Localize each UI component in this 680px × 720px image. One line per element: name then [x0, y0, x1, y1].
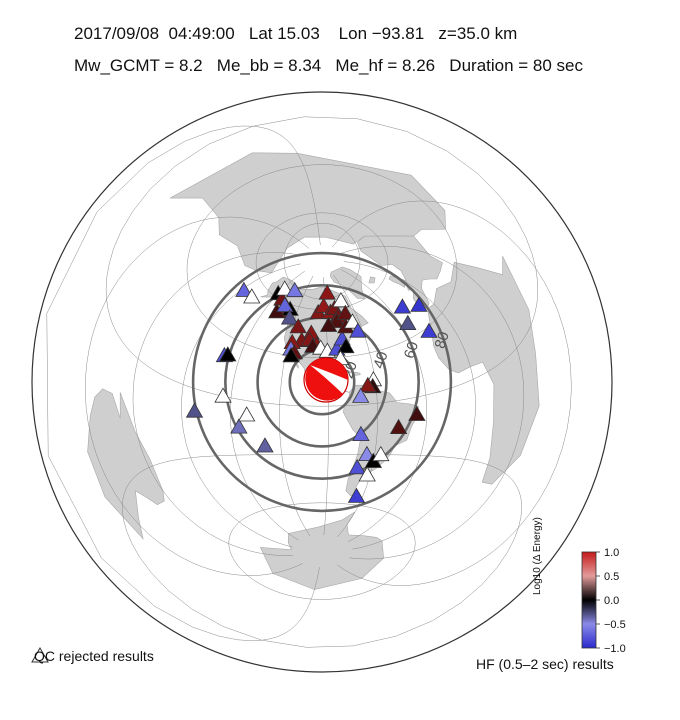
station-triangle [372, 445, 390, 462]
station-triangle [185, 402, 204, 418]
meridian-line [230, 270, 305, 541]
meridian-line [323, 277, 329, 536]
station-triangle [214, 387, 232, 403]
colorbar-tick-label: 1.0 [604, 547, 619, 559]
station-triangle [238, 406, 256, 422]
ring-60 [224, 284, 420, 480]
station-triangle [349, 322, 367, 338]
station-triangle [235, 281, 253, 297]
station-triangle [389, 418, 408, 435]
ring-label-60: 60 [401, 340, 422, 361]
event-info-line: 2017/09/08 04:49:00 Lat 15.03 Lon −93.81… [74, 24, 518, 43]
colorbar-tick-label: −0.5 [604, 619, 626, 631]
ring-80 [191, 251, 453, 513]
landmass-8 [87, 388, 165, 540]
station-triangle [352, 425, 370, 442]
colorbar-tick-label: 0.0 [604, 595, 619, 607]
station-triangle [343, 313, 362, 329]
meridian-line [46, 125, 321, 641]
station-triangle [318, 284, 336, 300]
station-triangle [280, 309, 299, 325]
ring-label-40: 40 [370, 350, 391, 371]
station-triangle [358, 466, 376, 482]
colorbar-title: Log10 (Δ Energy) [532, 517, 543, 595]
magnitude-info-line: Mw_GCMT = 8.2 Me_bb = 8.34 Me_hf = 8.26 … [74, 56, 584, 75]
station-triangle [219, 346, 237, 362]
beachball-compression-2 [310, 358, 348, 380]
station-triangle [393, 298, 412, 314]
station-triangle [359, 376, 377, 393]
meridian-line [332, 200, 572, 586]
meridian-line [132, 252, 302, 556]
station-triangle [282, 346, 300, 363]
colorbar-ticks: 1.0 0.5 0.0 −0.5 −1.0 [596, 547, 626, 655]
station-triangle [408, 405, 426, 421]
station-triangle [276, 280, 294, 296]
station-triangle [256, 437, 274, 453]
hf-results-label: HF (0.5–2 sec) results [476, 656, 614, 672]
beachball-compression [305, 365, 343, 401]
station-triangle [230, 418, 248, 434]
globe-outline [31, 91, 613, 673]
ring-label-80: 80 [432, 330, 453, 351]
station-triangle [243, 288, 261, 304]
station-triangle [347, 487, 366, 503]
station-triangle [399, 314, 417, 331]
station-triangle [410, 296, 428, 312]
colorbar-tick-label: −1.0 [604, 643, 626, 655]
station-triangle [328, 312, 346, 328]
station-triangle [348, 458, 366, 475]
station-markers [185, 280, 438, 503]
meridian-line [340, 245, 525, 560]
meridian-line [279, 275, 314, 537]
station-triangle [319, 316, 338, 332]
colorbar [581, 551, 597, 649]
meridian-line [181, 263, 301, 548]
qc-rejected-label: QC rejected results [34, 648, 154, 664]
station-triangle [332, 291, 350, 308]
meridian-line [333, 274, 378, 538]
landmass-7 [368, 276, 376, 284]
station-triangle [276, 296, 294, 313]
station-triangle [352, 387, 370, 403]
focal-mechanism-beachball [303, 357, 349, 403]
station-triangle [289, 318, 307, 334]
qc-legend-triangle [31, 646, 49, 663]
meridian-line [340, 269, 427, 543]
colorbar-tick-label: 0.5 [604, 571, 619, 583]
station-triangle [337, 337, 355, 354]
station-triangle [420, 322, 438, 338]
meridian-line [85, 216, 310, 576]
station-triangle [286, 281, 304, 298]
